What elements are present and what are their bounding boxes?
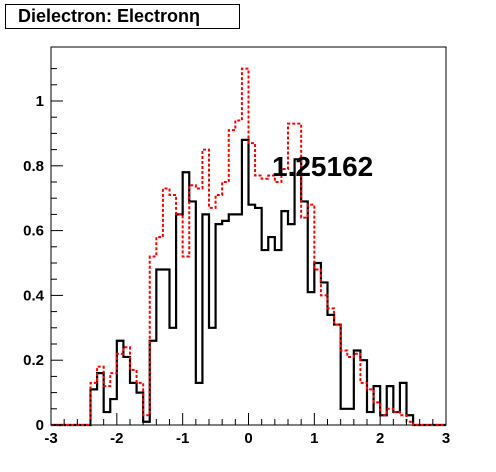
- x-tick-label: 1: [310, 430, 318, 447]
- y-tick-label: 0.8: [23, 158, 44, 175]
- y-tick-label: 0.4: [23, 287, 45, 304]
- chart-title: Dielectron: Electronη: [5, 4, 240, 29]
- y-tick-label: 0.2: [23, 352, 44, 369]
- plot-frame: [50, 46, 447, 426]
- chart-annotation: 1.25162: [272, 151, 374, 182]
- x-tick-label: -3: [44, 430, 57, 447]
- x-tick-label: -2: [110, 430, 123, 447]
- axes-layer: -3 -2 -1 0 1 2 3 0 0.2 0.4 0.6 0.8 1: [23, 68, 450, 447]
- histogram-series-solid: [51, 138, 446, 427]
- series-layer: [51, 67, 446, 427]
- x-tick-label: 3: [442, 430, 450, 447]
- y-tick-label: 1: [36, 93, 44, 110]
- histogram-series-dashed: [51, 67, 446, 426]
- y-tick-label: 0.6: [23, 223, 44, 240]
- y-tick-label: 0: [36, 417, 44, 434]
- x-tick-label: -1: [176, 430, 189, 447]
- x-tick-label: 0: [244, 430, 252, 447]
- x-tick-label: 2: [376, 430, 384, 447]
